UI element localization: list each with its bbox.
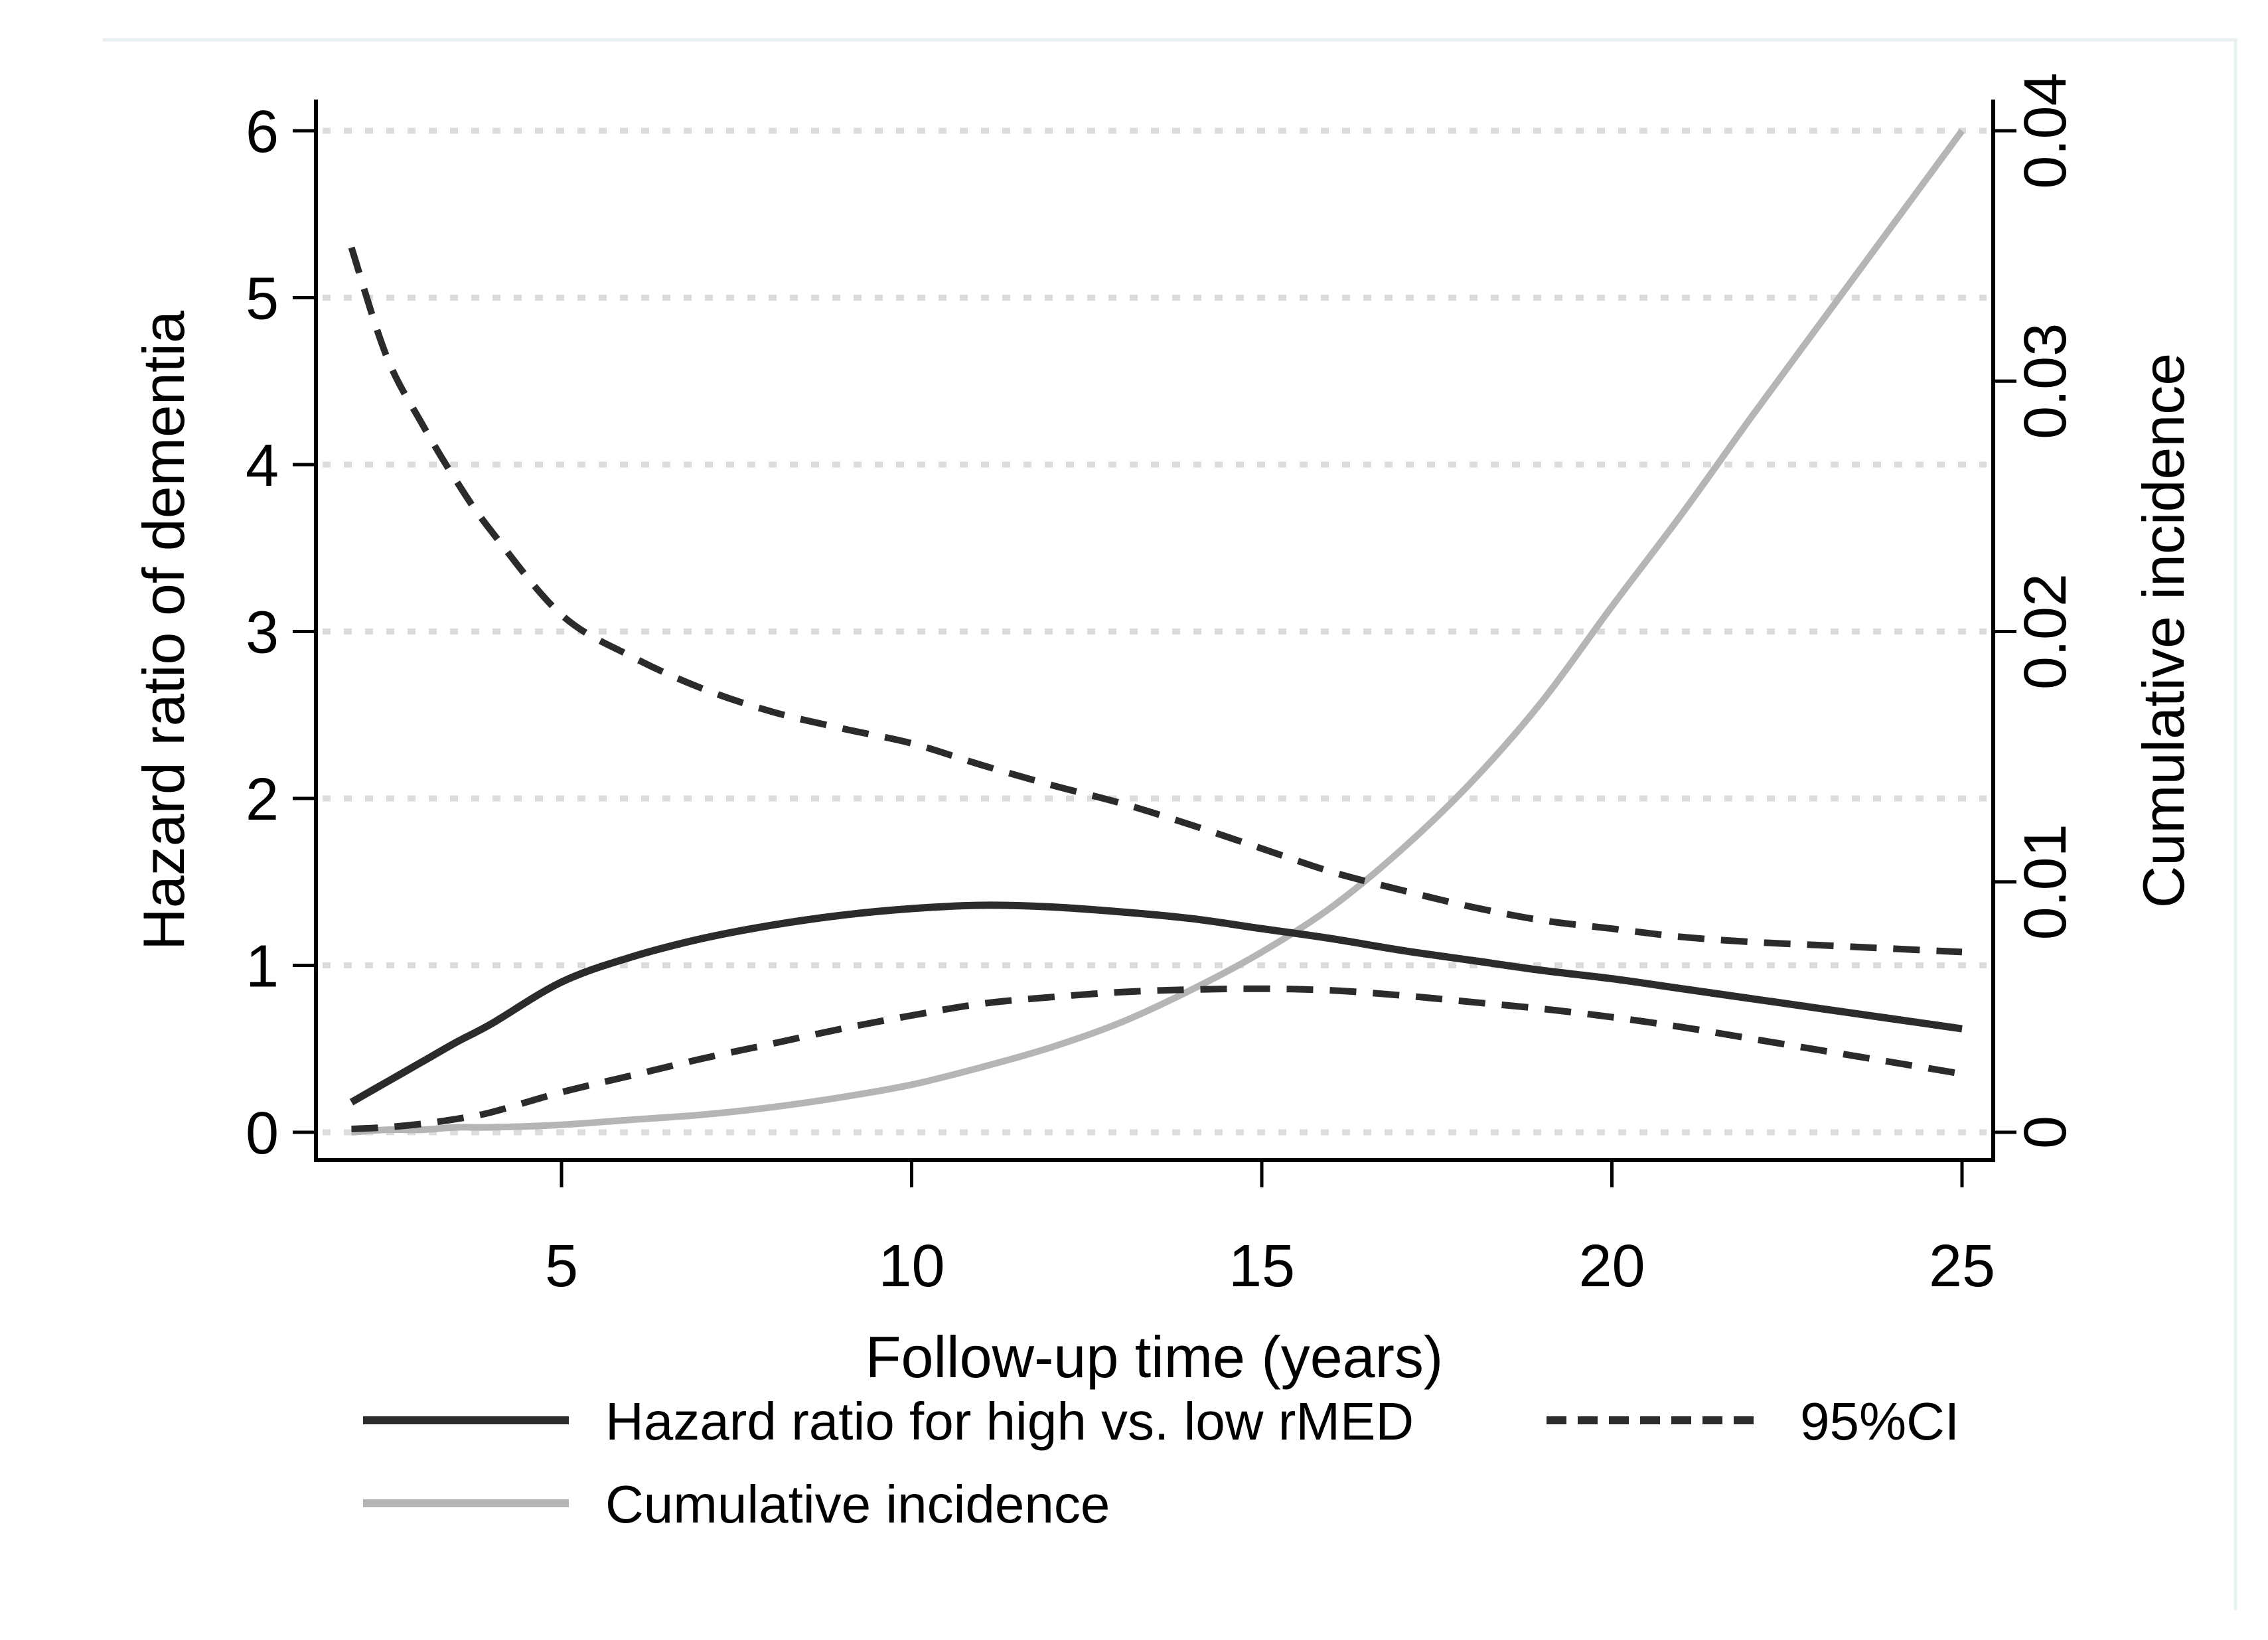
y-tick-label-right-0.03: 0.03 [2012, 323, 2079, 439]
y-tick-label-left-5: 5 [246, 266, 279, 333]
y-tick-label-left-0: 0 [246, 1100, 279, 1167]
y-axis-left-title: Hazard ratio of dementia [131, 311, 196, 950]
y-tick-label-right-0: 0 [2012, 1116, 2079, 1149]
series-ci-upper-line [348, 246, 1963, 956]
y-ticks-right: 0 0.01 0.02 0.03 0.04 [1993, 72, 2079, 1149]
plot-curves [348, 129, 1965, 1136]
y-tick-label-right-0.04: 0.04 [2012, 72, 2079, 188]
y-tick-label-left-1: 1 [246, 934, 279, 1000]
y-tick-label-left-2: 2 [246, 767, 279, 833]
legend-label-ci: 95%CI [1800, 1392, 1959, 1451]
x-axis-title: Follow-up time (years) [866, 1324, 1443, 1390]
x-tick-label-20: 20 [1578, 1233, 1645, 1300]
y-axis-right-title: Cumulative incidence [2131, 353, 2196, 908]
gridlines [323, 127, 1987, 1136]
x-tick-label-15: 15 [1229, 1233, 1295, 1300]
legend-label-hazard-ratio: Hazard ratio for high vs. low rMED [605, 1392, 1414, 1451]
y-tick-label-left-3: 3 [246, 600, 279, 666]
series-cumulative-incidence-line [351, 129, 1965, 1136]
y-tick-label-left-4: 4 [246, 433, 279, 499]
y-ticks-left: 0 1 2 3 4 5 6 [246, 99, 316, 1167]
legend: Hazard ratio for high vs. low rMED 95%CI… [363, 1392, 1959, 1534]
x-tick-label-5: 5 [545, 1233, 578, 1300]
x-ticks: 5 10 15 20 25 [545, 1160, 1995, 1300]
series-hazard-ratio-line [349, 901, 1963, 1106]
y-tick-label-right-0.01: 0.01 [2012, 824, 2079, 940]
x-tick-label-10: 10 [878, 1233, 945, 1300]
y-tick-label-left-6: 6 [246, 99, 279, 165]
legend-label-cumulative-incidence: Cumulative incidence [605, 1475, 1110, 1534]
series-ci-lower-line [351, 985, 1963, 1132]
x-tick-label-25: 25 [1929, 1233, 1995, 1300]
page-border [103, 38, 2237, 1610]
y-tick-label-right-0.02: 0.02 [2012, 573, 2079, 690]
